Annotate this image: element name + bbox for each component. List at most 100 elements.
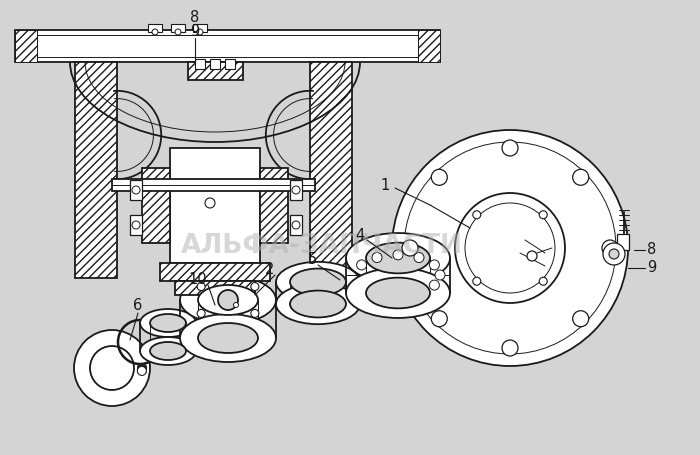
Circle shape [539,211,547,219]
Bar [148,24,162,32]
Circle shape [251,309,259,318]
Bar [188,62,243,80]
Bar [130,215,142,235]
Circle shape [414,253,424,263]
Text: 9: 9 [648,261,657,275]
Circle shape [137,366,146,374]
Circle shape [137,365,146,374]
Circle shape [429,260,440,270]
Circle shape [251,283,259,291]
Ellipse shape [180,314,276,362]
Circle shape [175,29,181,35]
Circle shape [234,303,239,308]
Circle shape [197,283,205,291]
Circle shape [137,364,146,373]
Circle shape [132,221,140,229]
Circle shape [292,186,300,194]
Circle shape [292,221,300,229]
Text: 2: 2 [265,263,274,278]
Bar [112,179,315,191]
Circle shape [573,169,589,185]
Circle shape [372,253,382,263]
Ellipse shape [140,337,196,365]
Text: 6: 6 [134,298,143,313]
Text: 8: 8 [648,243,657,258]
Ellipse shape [290,268,346,295]
Ellipse shape [198,323,258,353]
Circle shape [137,364,146,373]
Text: 1: 1 [380,177,390,192]
Circle shape [218,290,238,310]
Circle shape [402,240,418,256]
Circle shape [392,130,628,366]
Circle shape [197,309,205,318]
Bar [175,281,255,295]
Ellipse shape [366,278,430,308]
Text: 5: 5 [307,253,316,268]
Circle shape [502,340,518,356]
Circle shape [502,140,518,156]
Circle shape [435,270,445,280]
Circle shape [137,365,146,374]
Circle shape [465,203,555,293]
Ellipse shape [150,342,186,360]
Ellipse shape [346,233,450,283]
Circle shape [603,243,625,265]
Ellipse shape [276,284,360,324]
Text: АЛЬФА-ЗАПЧАСТИ: АЛЬФА-ЗАПЧАСТИ [181,233,463,259]
Text: 10: 10 [189,273,207,288]
Circle shape [197,29,203,35]
Bar [617,234,629,250]
Ellipse shape [290,291,346,318]
Bar [130,180,142,200]
Circle shape [74,330,150,406]
Circle shape [573,311,589,327]
Bar [310,62,352,278]
Text: 8: 8 [190,10,199,25]
Ellipse shape [198,285,258,315]
Bar [15,30,37,62]
Circle shape [527,251,537,261]
Bar [142,168,170,243]
Circle shape [473,211,481,219]
Bar [210,59,220,69]
Ellipse shape [180,276,276,324]
Circle shape [137,364,146,373]
Bar [170,148,260,263]
Bar [418,30,440,62]
Circle shape [404,142,616,354]
Circle shape [455,193,565,303]
Circle shape [473,277,481,285]
Bar [225,59,235,69]
Circle shape [431,311,447,327]
Ellipse shape [276,262,360,302]
Ellipse shape [140,309,196,337]
Bar [15,30,440,62]
Circle shape [602,240,618,256]
Bar [160,263,270,281]
Circle shape [137,364,146,374]
Circle shape [90,346,134,390]
Circle shape [356,260,367,270]
Ellipse shape [150,314,186,332]
Circle shape [393,250,403,260]
Circle shape [205,198,215,208]
Circle shape [137,366,146,375]
Circle shape [431,169,447,185]
Circle shape [137,366,146,375]
Bar [75,62,117,278]
Bar [171,24,185,32]
Text: 4: 4 [356,228,365,243]
Circle shape [152,29,158,35]
Circle shape [132,186,140,194]
Bar [195,59,205,69]
Bar [260,168,288,243]
Ellipse shape [346,268,450,318]
Bar [193,24,207,32]
Text: 9: 9 [190,25,199,40]
Circle shape [609,249,619,259]
Ellipse shape [366,243,430,273]
Circle shape [539,277,547,285]
Circle shape [429,280,440,290]
Bar [290,180,302,200]
